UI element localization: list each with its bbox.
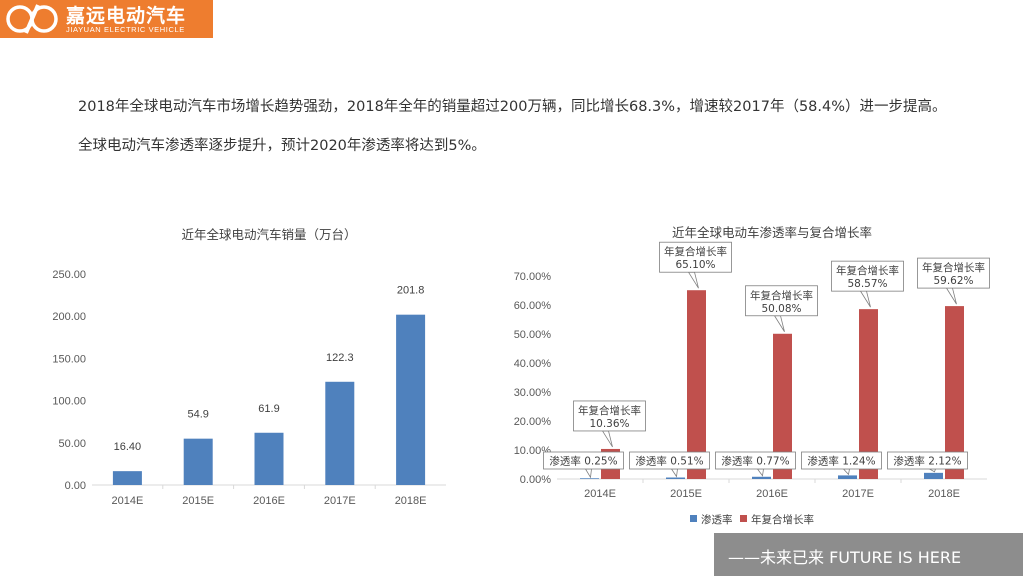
x-tick-label: 2017E	[324, 495, 356, 507]
data-label: 61.9	[258, 403, 279, 415]
y-tick-label: 0.00	[65, 480, 86, 492]
growth-callout-box	[831, 260, 904, 292]
bar	[183, 438, 213, 485]
penetration-callout-label: 渗透率 0.25%	[549, 455, 617, 468]
chart-title: 近年全球电动车渗透率与复合增长率	[672, 225, 872, 240]
x-tick-label: 2018E	[928, 488, 960, 500]
y-tick-label: 30.00%	[514, 387, 552, 399]
bar	[112, 471, 142, 485]
y-tick-label: 20.00%	[514, 416, 552, 428]
callout-pointer	[842, 468, 850, 476]
callout-pointer	[584, 468, 592, 479]
growth-callout-name: 年复合增长率	[664, 245, 727, 258]
callout-pointer	[687, 271, 699, 289]
legend-swatch-growth	[740, 515, 747, 522]
callout-pointer	[945, 287, 957, 305]
slogan-banner: ——未来已来 FUTURE IS HERE	[714, 533, 1023, 576]
x-tick-label: 2018E	[395, 495, 427, 507]
penetration-callout-box	[801, 451, 882, 470]
growth-callout-value: 65.10%	[675, 259, 715, 271]
bar-growth	[773, 333, 792, 479]
callout-pointer	[927, 468, 937, 473]
callout-pointer	[601, 430, 613, 448]
growth-callout-box	[745, 285, 818, 317]
x-tick-label: 2017E	[842, 488, 874, 500]
data-label: 54.9	[187, 409, 208, 421]
y-tick-label: 40.00%	[514, 358, 552, 370]
penetration-growth-chart: 近年全球电动车渗透率与复合增长率 0.00% 10.00% 20.00% 30.00% 4…	[514, 225, 990, 526]
y-tick-label: 60.00%	[514, 300, 552, 312]
bar-penetration	[580, 478, 599, 479]
x-tick-label: 2016E	[253, 495, 285, 507]
x-tick-label: 2014E	[584, 488, 616, 500]
penetration-callout-label: 渗透率 1.24%	[807, 455, 875, 468]
logo-chinese-name: 嘉远电动汽车	[66, 5, 187, 27]
data-label: 16.40	[114, 441, 142, 453]
data-label: 122.3	[326, 352, 354, 364]
growth-callout-value: 10.36%	[589, 418, 629, 430]
logo-english-name: JIAYUAN ELECTRIC VEHICLE	[66, 25, 185, 34]
slogan-text: ——未来已来 FUTURE IS HERE	[728, 548, 962, 567]
y-tick-label: 150.00	[52, 353, 86, 365]
brand-logo: 嘉远电动汽车 JIAYUAN ELECTRIC VEHICLE	[0, 0, 213, 38]
callout-pointer	[756, 468, 764, 477]
y-tick-label: 250.00	[52, 269, 86, 281]
y-tick-label: 0.00%	[520, 474, 551, 486]
y-tick-label: 70.00%	[514, 271, 552, 283]
legend-label-growth: 年复合增长率	[751, 513, 814, 526]
x-tick-label: 2015E	[670, 488, 702, 500]
legend-swatch-penetration	[690, 515, 697, 522]
legend-label-penetration: 渗透率	[701, 513, 733, 526]
bar-penetration	[838, 475, 857, 479]
growth-callout-value: 59.62%	[933, 275, 973, 287]
bar-penetration	[666, 477, 685, 479]
intro-paragraph: 2018年全球电动汽车市场增长趋势强劲，2018年全年的销量超过200万辆，同比…	[78, 99, 947, 154]
bar	[254, 432, 284, 485]
penetration-callout-box	[543, 451, 624, 470]
bar-growth	[687, 290, 706, 479]
growth-callout-name: 年复合增长率	[836, 264, 899, 277]
penetration-callout-box	[629, 451, 710, 470]
penetration-callout-box	[887, 451, 968, 470]
penetration-callout-label: 渗透率 0.77%	[721, 455, 789, 468]
growth-callout-box	[573, 400, 646, 432]
growth-callout-value: 58.57%	[847, 278, 887, 290]
chart-title: 近年全球电动汽车销量（万台）	[181, 227, 356, 242]
penetration-callout-box	[715, 451, 796, 470]
bar-growth	[859, 309, 878, 479]
y-tick-label: 100.00	[52, 396, 86, 408]
callout-pointer	[773, 315, 785, 332]
penetration-callout-label: 渗透率 0.51%	[635, 455, 703, 468]
x-tick-label: 2014E	[111, 495, 143, 507]
bar	[325, 381, 355, 485]
bar-penetration	[924, 472, 943, 479]
data-label: 201.8	[397, 285, 425, 297]
y-tick-label: 50.00%	[514, 329, 552, 341]
bar-growth	[945, 306, 964, 479]
sales-bar-chart: 近年全球电动汽车销量（万台） 0.00 50.00 100.00 150.00 200.0…	[52, 227, 446, 507]
growth-callout-name: 年复合增长率	[922, 261, 985, 274]
growth-callout-box	[659, 241, 732, 273]
callout-pointer	[859, 290, 871, 308]
growth-callout-box	[917, 257, 990, 289]
y-tick-label: 10.00%	[514, 445, 552, 457]
callout-pointer	[670, 468, 678, 478]
growth-callout-name: 年复合增长率	[750, 289, 813, 302]
bar	[396, 314, 426, 485]
bar-penetration	[752, 476, 771, 479]
y-tick-label: 50.00	[58, 438, 86, 450]
x-tick-label: 2016E	[756, 488, 788, 500]
logo-icon	[6, 4, 58, 34]
x-tick-label: 2015E	[182, 495, 214, 507]
growth-callout-value: 50.08%	[761, 303, 801, 315]
y-tick-label: 200.00	[52, 311, 86, 323]
penetration-callout-label: 渗透率 2.12%	[893, 455, 961, 468]
growth-callout-name: 年复合增长率	[578, 404, 641, 417]
